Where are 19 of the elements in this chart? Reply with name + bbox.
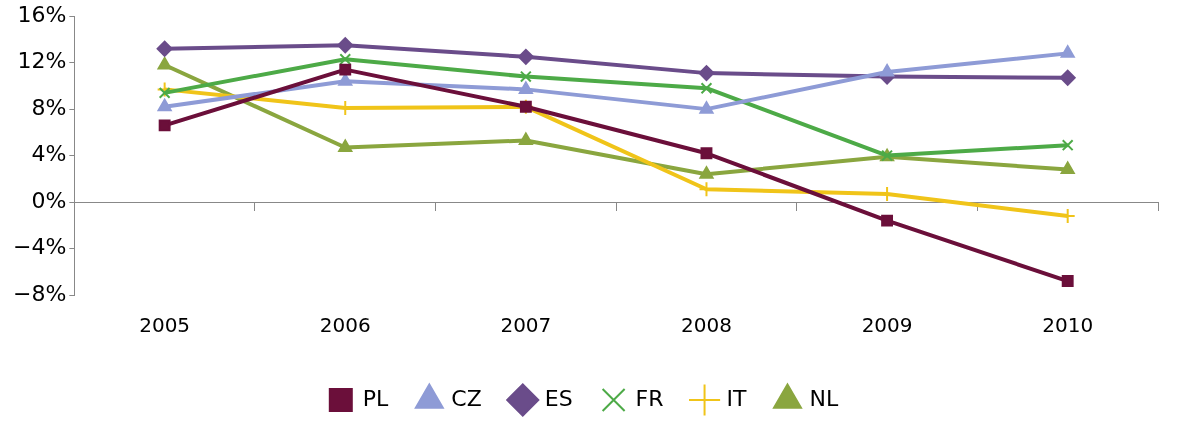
y-tick-label: 12% (17, 48, 67, 74)
x-tick-label: 2006 (319, 313, 371, 338)
y-tick-label: −8% (12, 280, 67, 306)
y-tick-label: 4% (31, 141, 67, 167)
y-tick-label: 0% (31, 187, 67, 213)
legend-label: NL (809, 385, 839, 411)
y-tick-label: 16% (17, 1, 67, 27)
legend-label: PL (362, 385, 390, 411)
x-tick-label: 2008 (681, 313, 732, 338)
y-tick-label: −4% (12, 234, 67, 260)
legend-label: IT (726, 385, 748, 411)
y-tick-label: 8% (31, 94, 67, 120)
legend-label: ES (544, 385, 573, 411)
x-tick-label: 2005 (139, 313, 191, 338)
legend-label: CZ (451, 385, 482, 411)
x-tick-label: 2007 (500, 313, 552, 338)
x-tick-label: 2009 (861, 313, 913, 338)
legend-label: FR (635, 385, 664, 411)
x-tick-label: 2010 (1042, 313, 1094, 338)
